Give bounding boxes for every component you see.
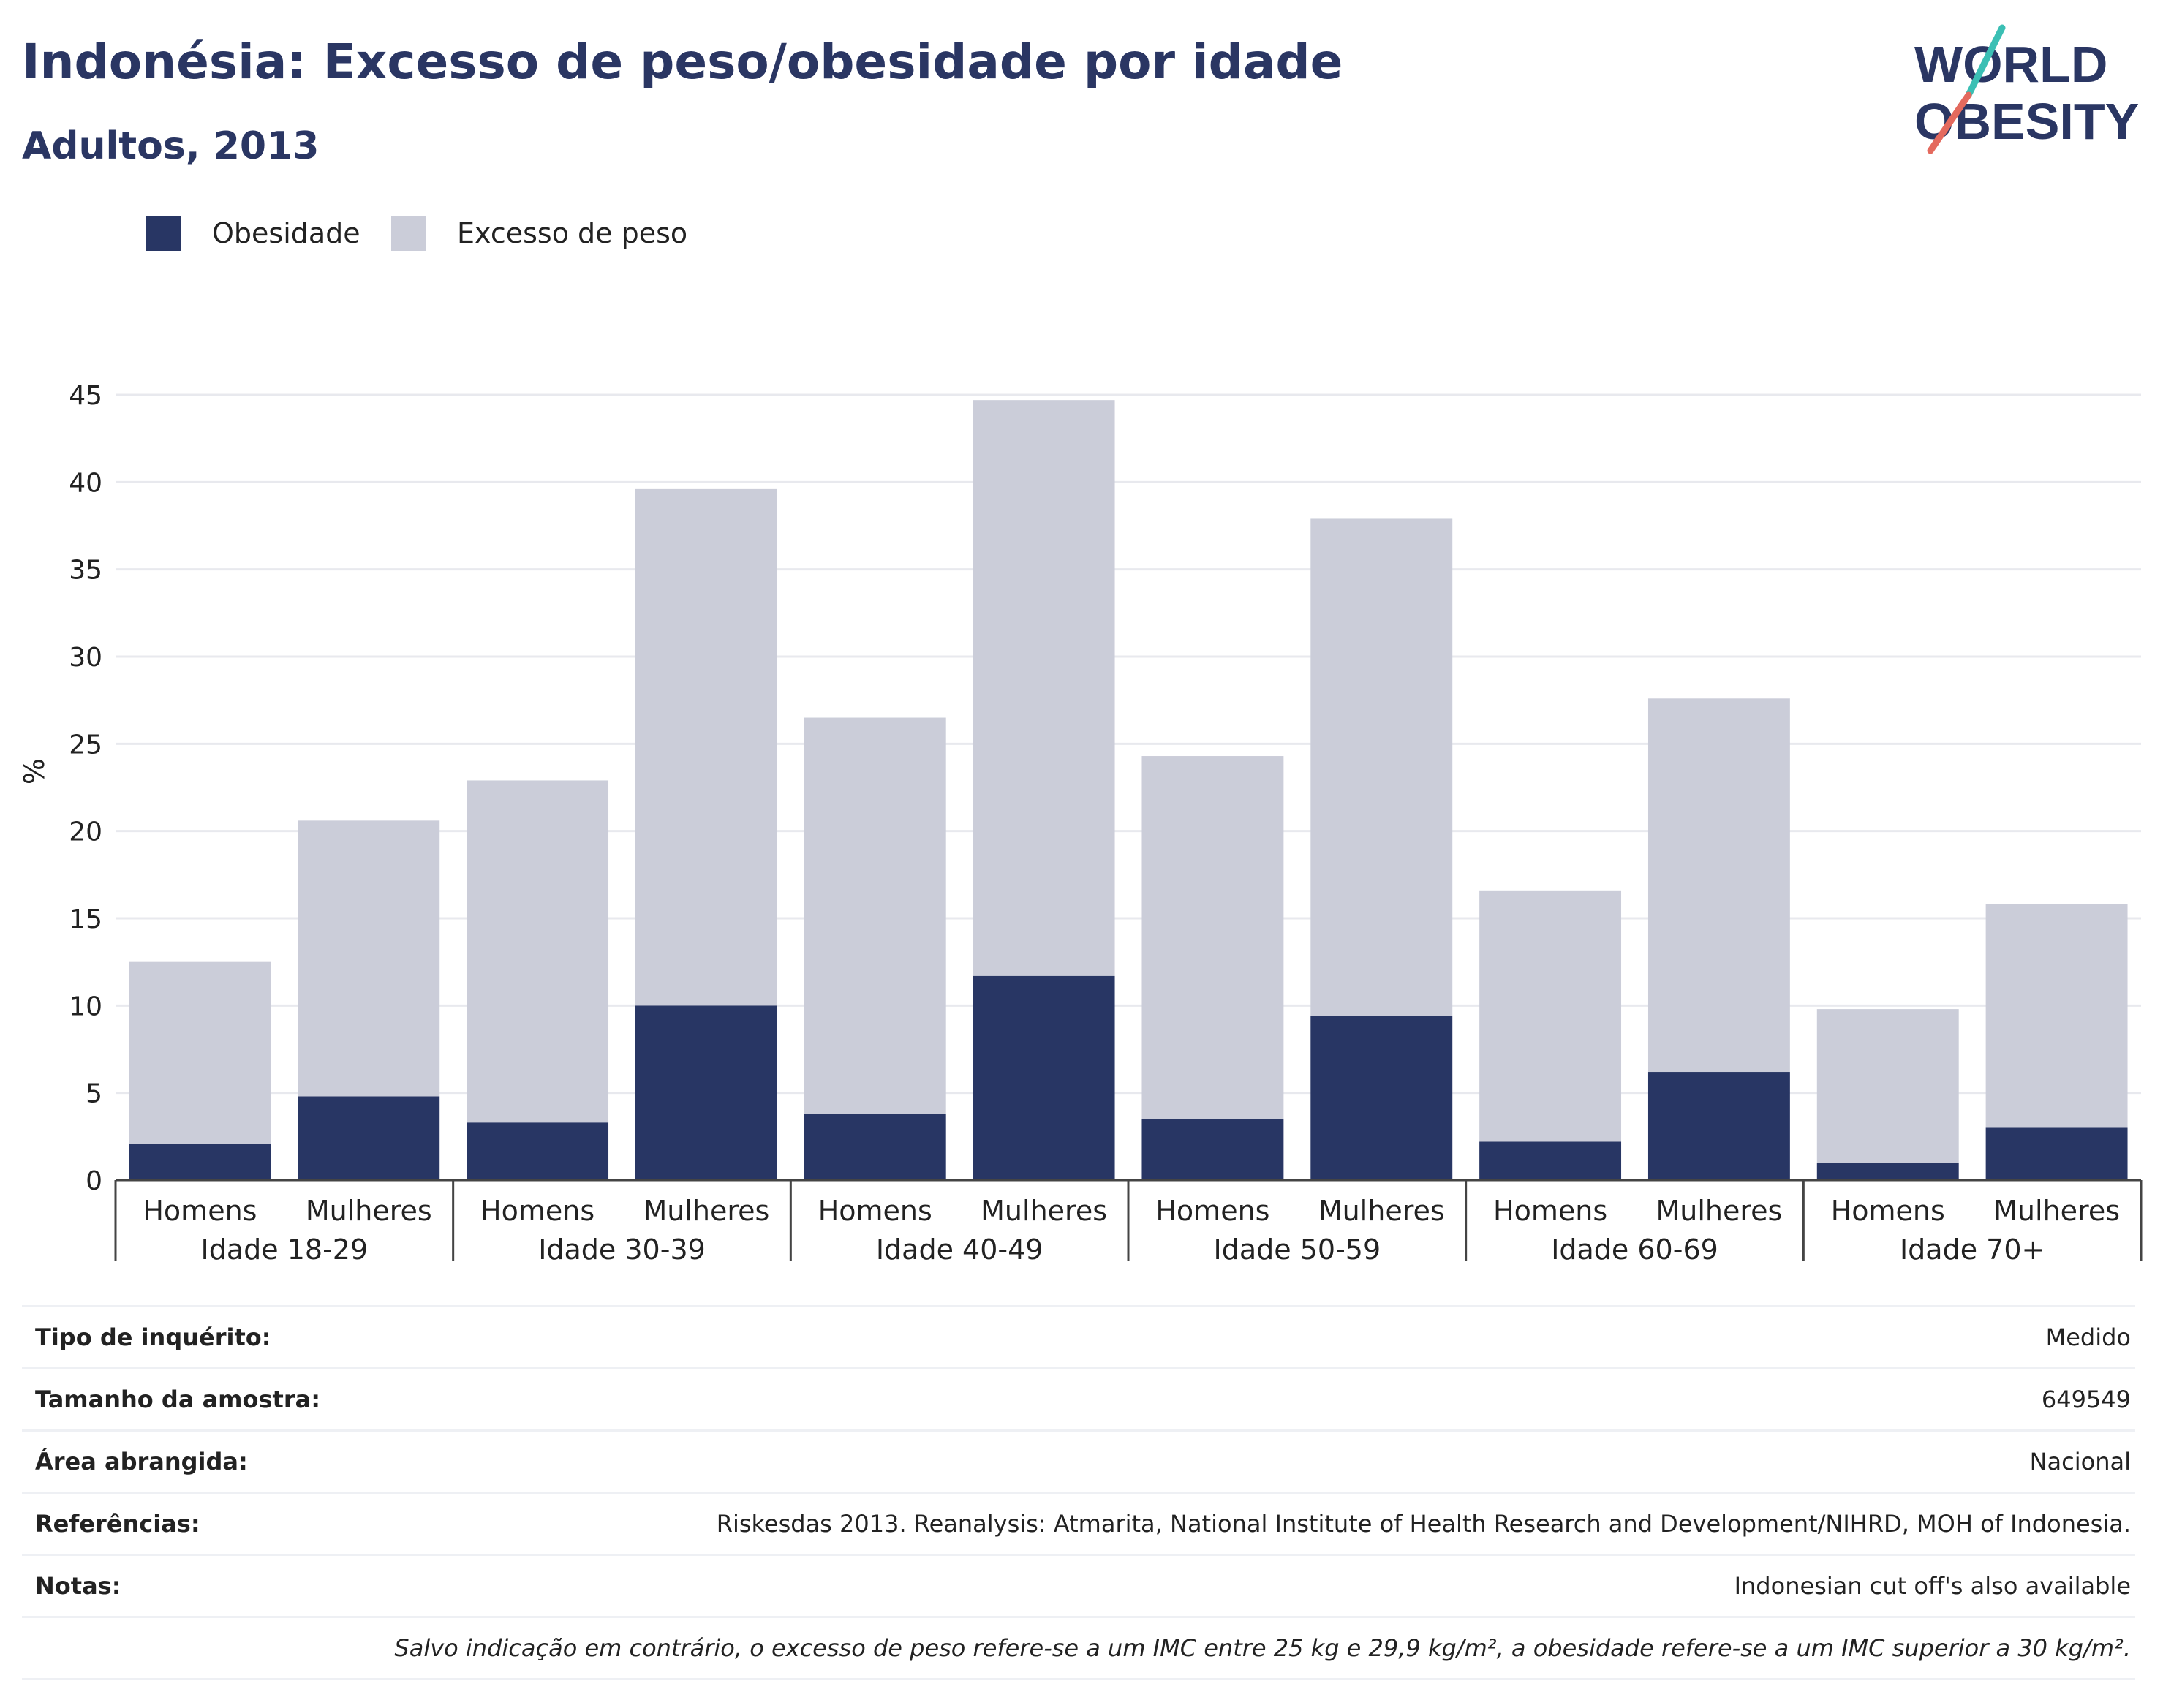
grid-lines [116,393,2141,1095]
footnote-text: Salvo indicação em contrário, o excesso … [394,1634,2131,1662]
x-category-label: Mulheres [981,1195,1107,1227]
chart-subtitle: Adultos, 2013 [22,124,320,168]
x-group-label: Idade 70+ [1900,1233,2045,1266]
bar-overweight[interactable] [1985,904,2128,1128]
x-group-label: Idade 18-29 [201,1233,369,1266]
stacked-bar-chart: 0 5 10 15 20 25 30 35 40 45 Homens Mulheres Idade 18… [18,381,2143,1266]
y-tick-label: 45 [69,381,102,411]
x-category-label: Mulheres [1993,1195,2120,1227]
info-label: Notas: [35,1572,121,1600]
survey-info-table: Tipo de inquérito: Medido Tamanho da amo… [22,1305,2135,1680]
bar-overweight[interactable] [298,820,440,1097]
y-tick-label: 25 [69,730,102,760]
bar-obesity[interactable] [467,1122,609,1180]
info-label: Tipo de inquérito: [35,1323,271,1351]
x-category-label: Homens [480,1195,594,1227]
info-label: Tamanho da amostra: [35,1386,320,1413]
info-row-references: Referências: Riskesdas 2013. Reanalysis:… [22,1492,2135,1554]
x-category-label: Mulheres [1318,1195,1445,1227]
bar-overweight[interactable] [467,780,609,1123]
y-tick-label: 35 [69,556,102,586]
bars [129,400,2128,1180]
x-group-label: Idade 60-69 [1551,1233,1718,1266]
info-row-survey-type: Tipo de inquérito: Medido [22,1305,2135,1367]
legend-swatch-overweight [391,216,426,251]
bar-overweight[interactable] [1141,756,1284,1119]
bar-obesity[interactable] [804,1114,946,1180]
axes: 0 5 10 15 20 25 30 35 40 45 Homens Mulheres Idade 18… [69,381,2143,1266]
bar-overweight[interactable] [1479,890,1622,1142]
bar-obesity[interactable] [973,975,1115,1180]
info-value: Indonesian cut off's also available [1734,1572,2131,1600]
bar-overweight[interactable] [804,717,946,1114]
x-group-label: Idade 50-59 [1214,1233,1381,1266]
footnote: Salvo indicação em contrário, o excesso … [22,1616,2135,1680]
bar-obesity[interactable] [129,1143,271,1180]
x-category-label: Homens [818,1195,932,1227]
info-label: Área abrangida: [35,1448,248,1475]
bar-obesity[interactable] [1479,1141,1622,1180]
info-value: Medido [2045,1323,2131,1351]
legend-swatch-obesity [146,216,181,251]
x-category-label: Homens [143,1195,257,1227]
bar-overweight[interactable] [973,400,1115,976]
info-value: Riskesdas 2013. Reanalysis: Atmarita, Na… [716,1510,2131,1538]
legend-label-obesity: Obesidade [212,217,360,249]
bar-obesity[interactable] [1647,1072,1790,1180]
x-category-label: Mulheres [306,1195,432,1227]
legend-item-overweight[interactable]: Excesso de peso [391,216,687,251]
x-group-label: Idade 30-39 [538,1233,706,1266]
y-axis-label: % [18,758,50,785]
info-value: Nacional [2029,1448,2131,1475]
y-tick-label: 40 [69,468,102,498]
x-category-label: Mulheres [1656,1195,1782,1227]
x-category-label: Homens [1831,1195,1945,1227]
bar-overweight[interactable] [1816,1009,1959,1163]
legend-item-obesity[interactable]: Obesidade [146,216,360,251]
svg-text:WORLD: WORLD [1914,36,2107,93]
y-tick-label: 5 [86,1079,102,1109]
y-tick-label: 20 [69,817,102,847]
info-label: Referências: [35,1510,200,1538]
y-tick-label: 15 [69,904,102,934]
y-tick-label: 0 [86,1166,102,1196]
info-row-notes: Notas: Indonesian cut off's also availab… [22,1554,2135,1616]
bar-obesity[interactable] [635,1005,777,1180]
x-category-label: Homens [1493,1195,1607,1227]
y-tick-label: 10 [69,991,102,1021]
bar-obesity[interactable] [1985,1127,2128,1180]
info-row-sample-size: Tamanho da amostra: 649549 [22,1367,2135,1429]
bar-obesity[interactable] [1816,1163,1959,1180]
x-category-label: Mulheres [643,1195,769,1227]
world-obesity-logo: WORLD OBESITY [1914,24,2139,154]
info-row-area: Área abrangida: Nacional [22,1429,2135,1492]
bar-obesity[interactable] [298,1096,440,1180]
bar-obesity[interactable] [1310,1016,1453,1180]
bar-overweight[interactable] [1647,698,1790,1073]
info-value: 649549 [2041,1386,2131,1413]
bar-obesity[interactable] [1141,1119,1284,1180]
chart-title: Indonésia: Excesso de peso/obesidade por… [22,34,1343,90]
y-tick-label: 30 [69,643,102,673]
bar-overweight[interactable] [1310,518,1453,1016]
x-group-label: Idade 40-49 [876,1233,1043,1266]
legend-label-overweight: Excesso de peso [457,217,688,249]
x-category-label: Homens [1155,1195,1269,1227]
bar-overweight[interactable] [129,961,271,1144]
bar-overweight[interactable] [635,488,777,1006]
